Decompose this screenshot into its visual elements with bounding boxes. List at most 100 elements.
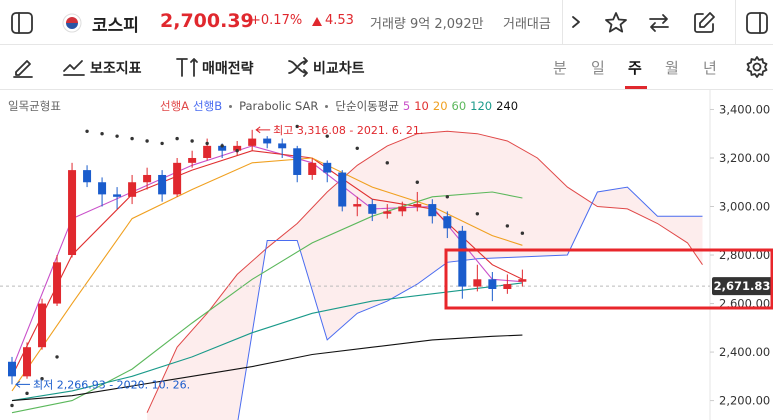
candle-body <box>278 143 287 149</box>
cloud-line <box>146 130 703 413</box>
legend-entry: 5 <box>402 99 411 113</box>
period-tab[interactable]: 월 <box>665 59 679 77</box>
strategy-button[interactable]: 매매전략 <box>202 61 254 77</box>
sar-dot <box>325 134 329 138</box>
candle-body <box>398 206 407 212</box>
sar-dot <box>220 144 224 148</box>
candle-body <box>368 204 377 214</box>
ma-line <box>11 157 523 392</box>
indicators-button[interactable]: 보조지표 <box>90 61 142 77</box>
ma-line <box>11 334 523 402</box>
candle-body <box>323 162 332 173</box>
y-tick-label: 2,800.00 <box>719 248 770 262</box>
change-pct: +0.17% <box>250 13 303 28</box>
candle-body <box>383 211 392 214</box>
volume: 거래량 9억 2,092만 <box>370 17 484 32</box>
annotation: 최고 3,316.08 - 2021. 6. 21. <box>273 124 423 137</box>
annotation: 최저 2,266.93 - 2020. 10. 26. <box>33 378 190 391</box>
sar-dot <box>190 139 194 143</box>
divider <box>562 0 563 44</box>
y-tick-label: 3,400.00 <box>719 102 770 116</box>
candle-body <box>203 145 212 158</box>
candle-body <box>353 204 362 207</box>
draw-icon[interactable] <box>12 56 34 78</box>
sar-dot <box>25 391 29 396</box>
sar-dot <box>355 146 359 150</box>
candle-body <box>68 170 77 256</box>
candle-body <box>143 174 152 183</box>
flag-icon <box>62 13 82 33</box>
amount-label: 거래대금 <box>503 17 551 32</box>
legend-entry: 단순이동평균 <box>335 99 399 113</box>
candle-body <box>443 216 452 229</box>
candle-body <box>413 204 422 207</box>
separator <box>325 104 329 108</box>
header-bar: 코스피 2,700.39 +0.17% 4.53 거래량 9억 2,092만 거… <box>0 0 773 45</box>
candle-body <box>98 182 107 195</box>
period-tab[interactable]: 주 <box>628 59 642 77</box>
legend-entry: 60 <box>451 99 467 113</box>
sar-dot <box>520 231 525 235</box>
price: 2,700.39 <box>160 10 254 32</box>
sar-dot <box>85 129 89 134</box>
candle-body <box>248 138 257 146</box>
sar-dot <box>55 355 59 359</box>
cloud-line <box>237 186 703 420</box>
legend-entry: 선행B <box>193 99 223 113</box>
sar-dot <box>295 124 299 129</box>
candle-body <box>338 172 347 207</box>
legend-entry: 10 <box>414 99 429 113</box>
candle-body <box>188 157 197 163</box>
settings-icon[interactable] <box>745 55 769 79</box>
y-axis: 2,200.002,400.002,600.002,800.003,000.00… <box>710 102 773 408</box>
chart: 최고 3,316.08 - 2021. 6. 21. 최저 2,266.93 - … <box>0 90 773 420</box>
candle-body <box>308 162 317 175</box>
indicator-label: 일목균형표 <box>8 99 61 113</box>
highlight-box <box>444 248 773 310</box>
candle-body <box>128 182 137 197</box>
last-price-label: 2,671.83 <box>714 279 771 293</box>
last-price-box <box>712 277 773 296</box>
sar-dot <box>235 149 239 153</box>
star-icon[interactable] <box>603 10 629 36</box>
strategy-icon[interactable] <box>175 56 199 78</box>
candle-body <box>83 170 92 183</box>
sar-dot <box>445 195 450 199</box>
edit-icon[interactable] <box>691 10 717 36</box>
period-tab[interactable]: 일 <box>591 59 605 77</box>
candle-body <box>233 145 242 151</box>
annotation-arrow <box>255 126 271 134</box>
period-tab[interactable]: 분 <box>553 59 567 77</box>
candle-body <box>428 204 437 217</box>
candle-body <box>38 303 47 348</box>
stock-name: 코스피 <box>92 16 139 36</box>
compare-button[interactable]: 비교차트 <box>313 61 365 77</box>
candle-body <box>218 145 227 151</box>
y-tick-label: 2,200.00 <box>719 394 770 408</box>
panel-icon[interactable] <box>745 11 769 35</box>
period-tab[interactable]: 년 <box>703 59 717 77</box>
compare-icon[interactable] <box>287 57 309 77</box>
candle-body <box>173 162 182 195</box>
candle-body <box>8 361 17 377</box>
indicator-icon[interactable] <box>62 57 86 77</box>
candle-body <box>53 262 62 304</box>
sar-dot <box>145 139 149 143</box>
candle-body <box>518 279 527 282</box>
sar-dot <box>40 377 44 381</box>
sar-dot <box>505 224 510 228</box>
y-tick-label: 2,400.00 <box>719 345 770 359</box>
period-underline <box>625 86 647 89</box>
candle-body <box>458 230 467 287</box>
legend-entry: 120 <box>470 99 493 113</box>
more-arrow[interactable] <box>570 15 582 29</box>
swap-icon[interactable] <box>646 10 672 36</box>
plot-area: 최고 3,316.08 - 2021. 6. 21. 최저 2,266.93 - … <box>0 124 710 420</box>
legend-entry: 선행A <box>160 99 190 113</box>
cloud-fill <box>147 131 703 420</box>
sar-dot <box>175 136 179 141</box>
y-tick-label: 3,000.00 <box>719 200 770 214</box>
separator <box>229 104 233 108</box>
sidebar-icon[interactable] <box>10 11 34 35</box>
legend-entry: 20 <box>432 99 448 113</box>
